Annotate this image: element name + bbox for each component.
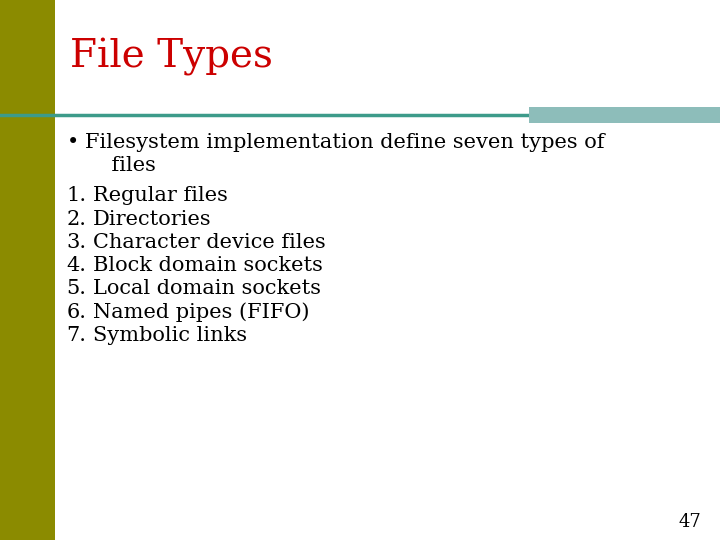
Text: Regular files: Regular files: [93, 186, 228, 206]
Text: Symbolic links: Symbolic links: [93, 326, 247, 345]
Text: Named pipes (FIFO): Named pipes (FIFO): [93, 303, 309, 322]
Text: Filesystem implementation define seven types of: Filesystem implementation define seven t…: [85, 133, 604, 152]
Text: 6.: 6.: [67, 303, 86, 322]
Text: 47: 47: [679, 513, 701, 531]
Text: 2.: 2.: [67, 210, 86, 229]
Text: Local domain sockets: Local domain sockets: [93, 280, 320, 299]
Text: Block domain sockets: Block domain sockets: [93, 256, 323, 275]
Text: 4.: 4.: [67, 256, 86, 275]
Text: Directories: Directories: [93, 210, 212, 229]
Text: 1.: 1.: [67, 186, 87, 206]
Text: 5.: 5.: [67, 280, 86, 299]
Bar: [0, 0, 55, 540]
Text: Character device files: Character device files: [93, 233, 325, 252]
Text: 3.: 3.: [67, 233, 87, 252]
Bar: [529, 107, 720, 123]
Text: files: files: [85, 156, 156, 176]
Text: File Types: File Types: [70, 38, 273, 77]
Text: 7.: 7.: [67, 326, 86, 345]
Text: •: •: [67, 133, 79, 152]
